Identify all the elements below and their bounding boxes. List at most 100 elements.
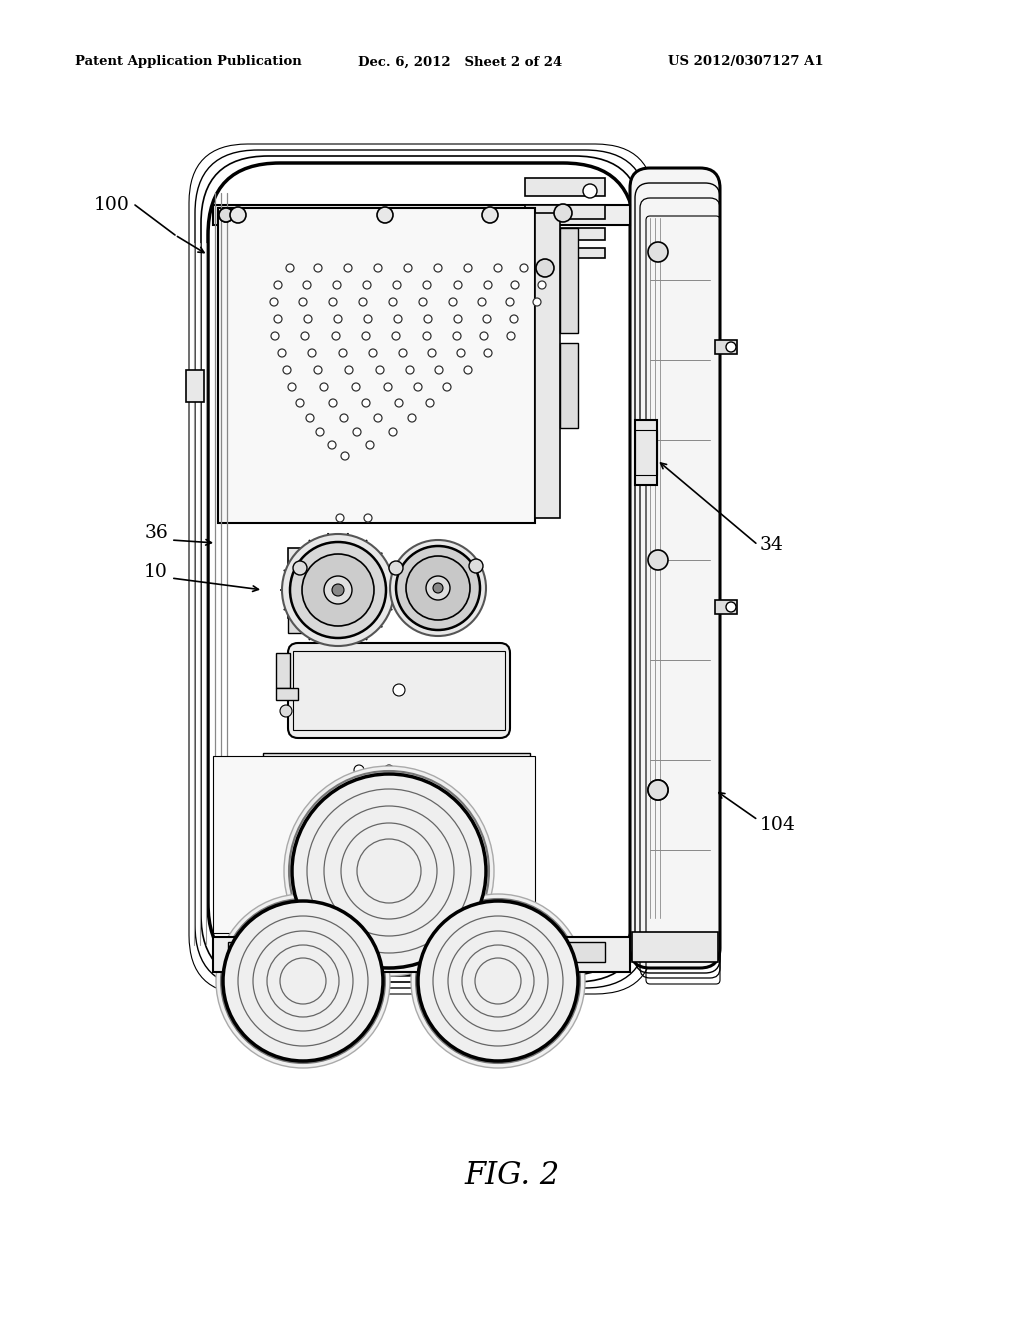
Circle shape	[406, 366, 414, 374]
Bar	[560, 343, 578, 428]
Bar	[213, 205, 630, 224]
Circle shape	[314, 366, 322, 374]
Circle shape	[334, 315, 342, 323]
Circle shape	[428, 348, 436, 356]
Bar	[525, 228, 605, 240]
Circle shape	[480, 333, 488, 341]
Circle shape	[384, 766, 394, 775]
Circle shape	[414, 383, 422, 391]
Circle shape	[511, 281, 519, 289]
Circle shape	[339, 348, 347, 356]
Circle shape	[332, 333, 340, 341]
Bar	[525, 178, 605, 195]
Circle shape	[282, 535, 394, 645]
Circle shape	[304, 315, 312, 323]
Circle shape	[393, 684, 406, 696]
Circle shape	[319, 383, 328, 391]
Circle shape	[506, 298, 514, 306]
Circle shape	[583, 183, 597, 198]
Circle shape	[394, 315, 402, 323]
Circle shape	[426, 576, 450, 601]
FancyBboxPatch shape	[288, 643, 510, 738]
Circle shape	[219, 209, 233, 222]
Bar	[228, 942, 605, 962]
Circle shape	[494, 264, 502, 272]
Bar	[186, 370, 204, 403]
Circle shape	[435, 366, 443, 374]
Circle shape	[290, 543, 386, 638]
Circle shape	[726, 602, 736, 612]
Text: Dec. 6, 2012   Sheet 2 of 24: Dec. 6, 2012 Sheet 2 of 24	[358, 55, 562, 69]
Circle shape	[510, 315, 518, 323]
Circle shape	[270, 298, 278, 306]
Circle shape	[507, 333, 515, 341]
Bar	[213, 937, 630, 972]
Circle shape	[393, 281, 401, 289]
Circle shape	[464, 264, 472, 272]
Text: 104: 104	[760, 816, 796, 834]
Bar	[276, 653, 290, 688]
Circle shape	[434, 264, 442, 272]
Circle shape	[392, 333, 400, 341]
Circle shape	[726, 342, 736, 352]
Circle shape	[329, 399, 337, 407]
Circle shape	[454, 315, 462, 323]
Circle shape	[426, 399, 434, 407]
Circle shape	[424, 315, 432, 323]
Bar	[632, 932, 718, 962]
Circle shape	[293, 561, 307, 576]
Circle shape	[345, 366, 353, 374]
Circle shape	[484, 348, 492, 356]
Text: 34: 34	[760, 536, 784, 554]
Bar	[525, 205, 605, 219]
Text: US 2012/0307127 A1: US 2012/0307127 A1	[668, 55, 823, 69]
Bar	[560, 228, 578, 333]
Circle shape	[303, 281, 311, 289]
Circle shape	[404, 264, 412, 272]
Circle shape	[534, 298, 541, 306]
Circle shape	[230, 207, 246, 223]
Circle shape	[223, 902, 383, 1061]
Circle shape	[271, 333, 279, 341]
Circle shape	[384, 383, 392, 391]
Circle shape	[284, 766, 494, 975]
Circle shape	[443, 383, 451, 391]
Circle shape	[419, 298, 427, 306]
Circle shape	[344, 264, 352, 272]
Bar	[293, 651, 505, 730]
Circle shape	[389, 561, 403, 576]
Circle shape	[359, 298, 367, 306]
Circle shape	[411, 894, 585, 1068]
Circle shape	[354, 766, 364, 775]
Circle shape	[390, 540, 486, 636]
Circle shape	[278, 348, 286, 356]
Circle shape	[369, 348, 377, 356]
Circle shape	[353, 428, 361, 436]
Circle shape	[423, 333, 431, 341]
Bar	[525, 248, 605, 257]
Circle shape	[219, 209, 233, 222]
Circle shape	[336, 513, 344, 521]
Bar	[288, 618, 316, 634]
Bar	[635, 420, 657, 484]
Circle shape	[484, 281, 492, 289]
Circle shape	[389, 298, 397, 306]
Circle shape	[396, 546, 480, 630]
Text: 10: 10	[144, 564, 168, 581]
Circle shape	[286, 264, 294, 272]
Circle shape	[340, 414, 348, 422]
Circle shape	[329, 298, 337, 306]
Bar	[288, 548, 316, 618]
Circle shape	[362, 333, 370, 341]
Circle shape	[433, 583, 443, 593]
Bar	[413, 553, 435, 612]
Bar	[276, 688, 298, 700]
Circle shape	[457, 348, 465, 356]
Text: 100: 100	[94, 195, 130, 214]
Circle shape	[364, 513, 372, 521]
Text: 36: 36	[144, 524, 168, 543]
Circle shape	[362, 281, 371, 289]
Circle shape	[423, 281, 431, 289]
Circle shape	[449, 298, 457, 306]
Circle shape	[554, 205, 572, 222]
